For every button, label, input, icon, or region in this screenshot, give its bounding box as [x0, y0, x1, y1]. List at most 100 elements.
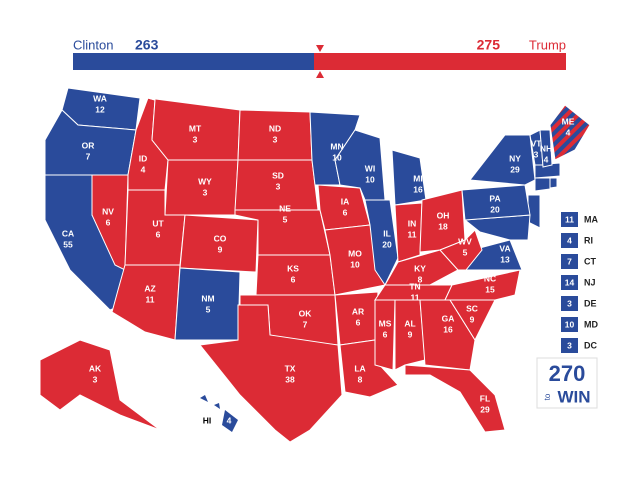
state-abbr: VA	[499, 243, 510, 253]
state-votes: 6	[343, 207, 348, 217]
state-abbr: UT	[152, 218, 164, 228]
state-shape	[179, 214, 259, 273]
state-votes: 6	[383, 329, 388, 339]
state-votes: 10	[365, 174, 375, 184]
state-votes: 6	[291, 274, 296, 284]
state-votes: 20	[490, 204, 500, 214]
state-abbr: TX	[285, 363, 296, 373]
state-votes: 11	[408, 229, 417, 239]
state-votes: 9	[470, 314, 475, 324]
small-state-box	[561, 317, 578, 332]
state-votes: 3	[203, 187, 208, 197]
state-shape	[549, 177, 558, 189]
state-votes: 12	[95, 104, 105, 114]
state-abbr: NH	[540, 143, 552, 153]
state-shape	[91, 174, 129, 271]
state-votes: 7	[86, 151, 91, 161]
state-shape	[394, 202, 423, 263]
logo-win: WIN	[557, 387, 590, 406]
state-votes: 13	[500, 254, 510, 264]
right-name: Trump	[529, 37, 566, 52]
state-votes: 4	[141, 164, 146, 174]
state-shape	[164, 159, 239, 216]
state-votes: 6	[106, 217, 111, 227]
midpoint-marker	[316, 45, 324, 78]
state-shape	[334, 129, 386, 201]
logo-number: 270	[549, 361, 586, 386]
state-abbr: IA	[341, 196, 350, 206]
left-value: 263	[135, 37, 159, 53]
logo-box	[536, 357, 598, 409]
small-state-votes: 11	[565, 214, 574, 224]
state-abbr: CA	[62, 228, 74, 238]
state-votes: 7	[303, 319, 308, 329]
state-votes: 18	[438, 221, 448, 231]
small-state-votes: 14	[565, 277, 575, 287]
state-abbr: PA	[489, 193, 500, 203]
map	[39, 87, 591, 443]
state-shape	[255, 254, 336, 296]
right-value: 275	[477, 37, 501, 53]
state-votes: 6	[156, 229, 161, 239]
state-abbr: AL	[404, 318, 415, 328]
state-votes: 4	[544, 154, 549, 164]
state-abbr: WA	[93, 93, 107, 103]
state-shape	[539, 129, 553, 168]
state-abbr: NY	[509, 153, 521, 163]
small-state-abbr: DE	[584, 298, 597, 308]
state-votes: 4	[227, 415, 232, 425]
state-abbr: NE	[279, 203, 291, 213]
state-shape	[461, 184, 531, 221]
state-votes: 5	[463, 247, 468, 257]
state-votes: 3	[273, 134, 278, 144]
state-shape	[549, 104, 591, 161]
state-abbr: AZ	[144, 283, 155, 293]
state-abbr: WI	[365, 163, 375, 173]
small-state-votes: 10	[565, 319, 575, 329]
state-abbr: IN	[408, 218, 417, 228]
state-abbr: ID	[139, 153, 148, 163]
small-state-votes: 3	[567, 298, 572, 308]
state-abbr: CO	[214, 233, 227, 243]
state-votes: 11	[146, 294, 155, 304]
state-abbr: MT	[189, 123, 202, 133]
small-state-abbr: NJ	[584, 277, 596, 287]
small-state-box	[561, 212, 578, 227]
state-shape	[439, 229, 483, 271]
state-shape	[444, 269, 521, 301]
state-shape	[200, 395, 238, 432]
small-state-abbr: RI	[584, 235, 593, 245]
state-abbr: IL	[383, 228, 391, 238]
state-votes: 8	[358, 374, 363, 384]
state-abbr: KS	[287, 263, 299, 273]
state-shape	[394, 299, 426, 371]
state-shape	[39, 339, 161, 431]
small-state-abbr: MD	[584, 319, 598, 329]
state-abbr: WY	[198, 176, 212, 186]
state-abbr: NC	[484, 273, 496, 283]
state-votes: 6	[356, 317, 361, 327]
state-votes: 5	[283, 214, 288, 224]
state-abbr: SD	[272, 170, 284, 180]
small-state-box	[561, 254, 578, 269]
logo: 270 to WIN	[536, 357, 598, 409]
state-votes: 16	[413, 184, 423, 194]
state-votes: 9	[218, 244, 223, 254]
small-state-box	[561, 275, 578, 290]
state-abbr: MN	[330, 141, 343, 151]
bar-right	[314, 53, 566, 70]
state-votes: 20	[382, 239, 392, 249]
state-abbr: GA	[442, 313, 455, 323]
small-state-abbr: MA	[584, 214, 598, 224]
small-state-box	[561, 233, 578, 248]
state-votes: 3	[193, 134, 198, 144]
state-shape	[199, 304, 343, 443]
small-state-votes: 3	[567, 340, 572, 350]
state-abbr: SC	[466, 303, 478, 313]
state-abbr: NV	[102, 206, 114, 216]
state-votes: 11	[411, 292, 420, 302]
state-votes: 29	[480, 404, 490, 414]
state-votes: 3	[276, 181, 281, 191]
left-name: Clinton	[73, 37, 113, 52]
small-state-abbr: CT	[584, 256, 596, 266]
